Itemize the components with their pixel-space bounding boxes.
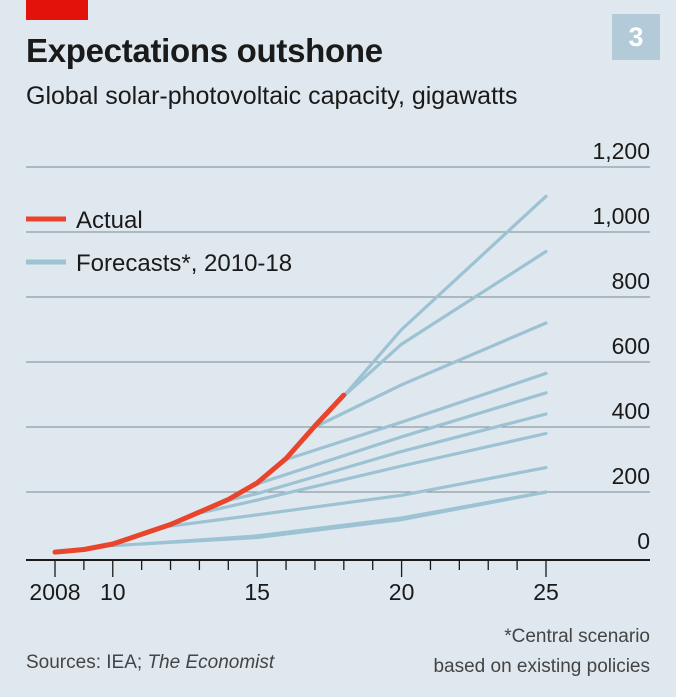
legend: Actual Forecasts*, 2010-18 xyxy=(26,207,292,277)
legend-label-actual: Actual xyxy=(76,207,143,234)
footnote-line-1: *Central scenario xyxy=(504,626,650,647)
y-tick-label: 1,200 xyxy=(592,138,650,164)
actual-series-line xyxy=(52,392,347,555)
forecast-series-line xyxy=(255,391,548,486)
chart-number-badge: 3 xyxy=(612,14,660,60)
x-tick-label: 15 xyxy=(244,579,270,605)
x-tick-label: 20 xyxy=(389,579,415,605)
y-tick-labels: 0 200 400 600 800 1,000 1,200 xyxy=(592,138,650,554)
footnote-line-2: based on existing policies xyxy=(433,656,650,677)
actual-line xyxy=(52,392,347,555)
forecast-series-line xyxy=(168,466,548,528)
y-tick-label: 1,000 xyxy=(592,203,650,229)
source-italic: The Economist xyxy=(147,652,275,673)
forecast-series-line xyxy=(197,431,548,515)
y-tick-label: 0 xyxy=(637,528,650,554)
forecast-series-line xyxy=(313,321,548,429)
y-tick-label: 200 xyxy=(612,463,650,489)
brand-tag xyxy=(26,0,88,20)
legend-label-forecast: Forecasts*, 2010-18 xyxy=(76,250,292,277)
forecast-series-line xyxy=(342,194,548,398)
chart-title: Expectations outshone xyxy=(26,32,383,69)
x-tick-label: 2008 xyxy=(29,579,80,605)
x-axis: 2008 10 15 20 25 xyxy=(26,559,650,605)
y-tick-label: 400 xyxy=(612,398,650,424)
x-tick-label: 25 xyxy=(533,579,559,605)
chart-subtitle: Global solar-photovoltaic capacity, giga… xyxy=(26,82,518,110)
y-tick-label: 800 xyxy=(612,268,650,294)
forecast-series-line xyxy=(226,412,548,502)
forecast-series-line xyxy=(284,371,548,462)
forecast-series-line xyxy=(342,249,548,398)
source-prefix: Sources: IEA; xyxy=(26,652,143,673)
y-tick-label: 600 xyxy=(612,333,650,359)
forecast-lines xyxy=(111,194,548,548)
x-tick-label: 10 xyxy=(100,579,126,605)
source-note: Sources: IEA; The Economist xyxy=(26,652,274,674)
forecast-series-line xyxy=(140,490,548,546)
footnote: *Central scenario based on existing poli… xyxy=(433,622,650,682)
